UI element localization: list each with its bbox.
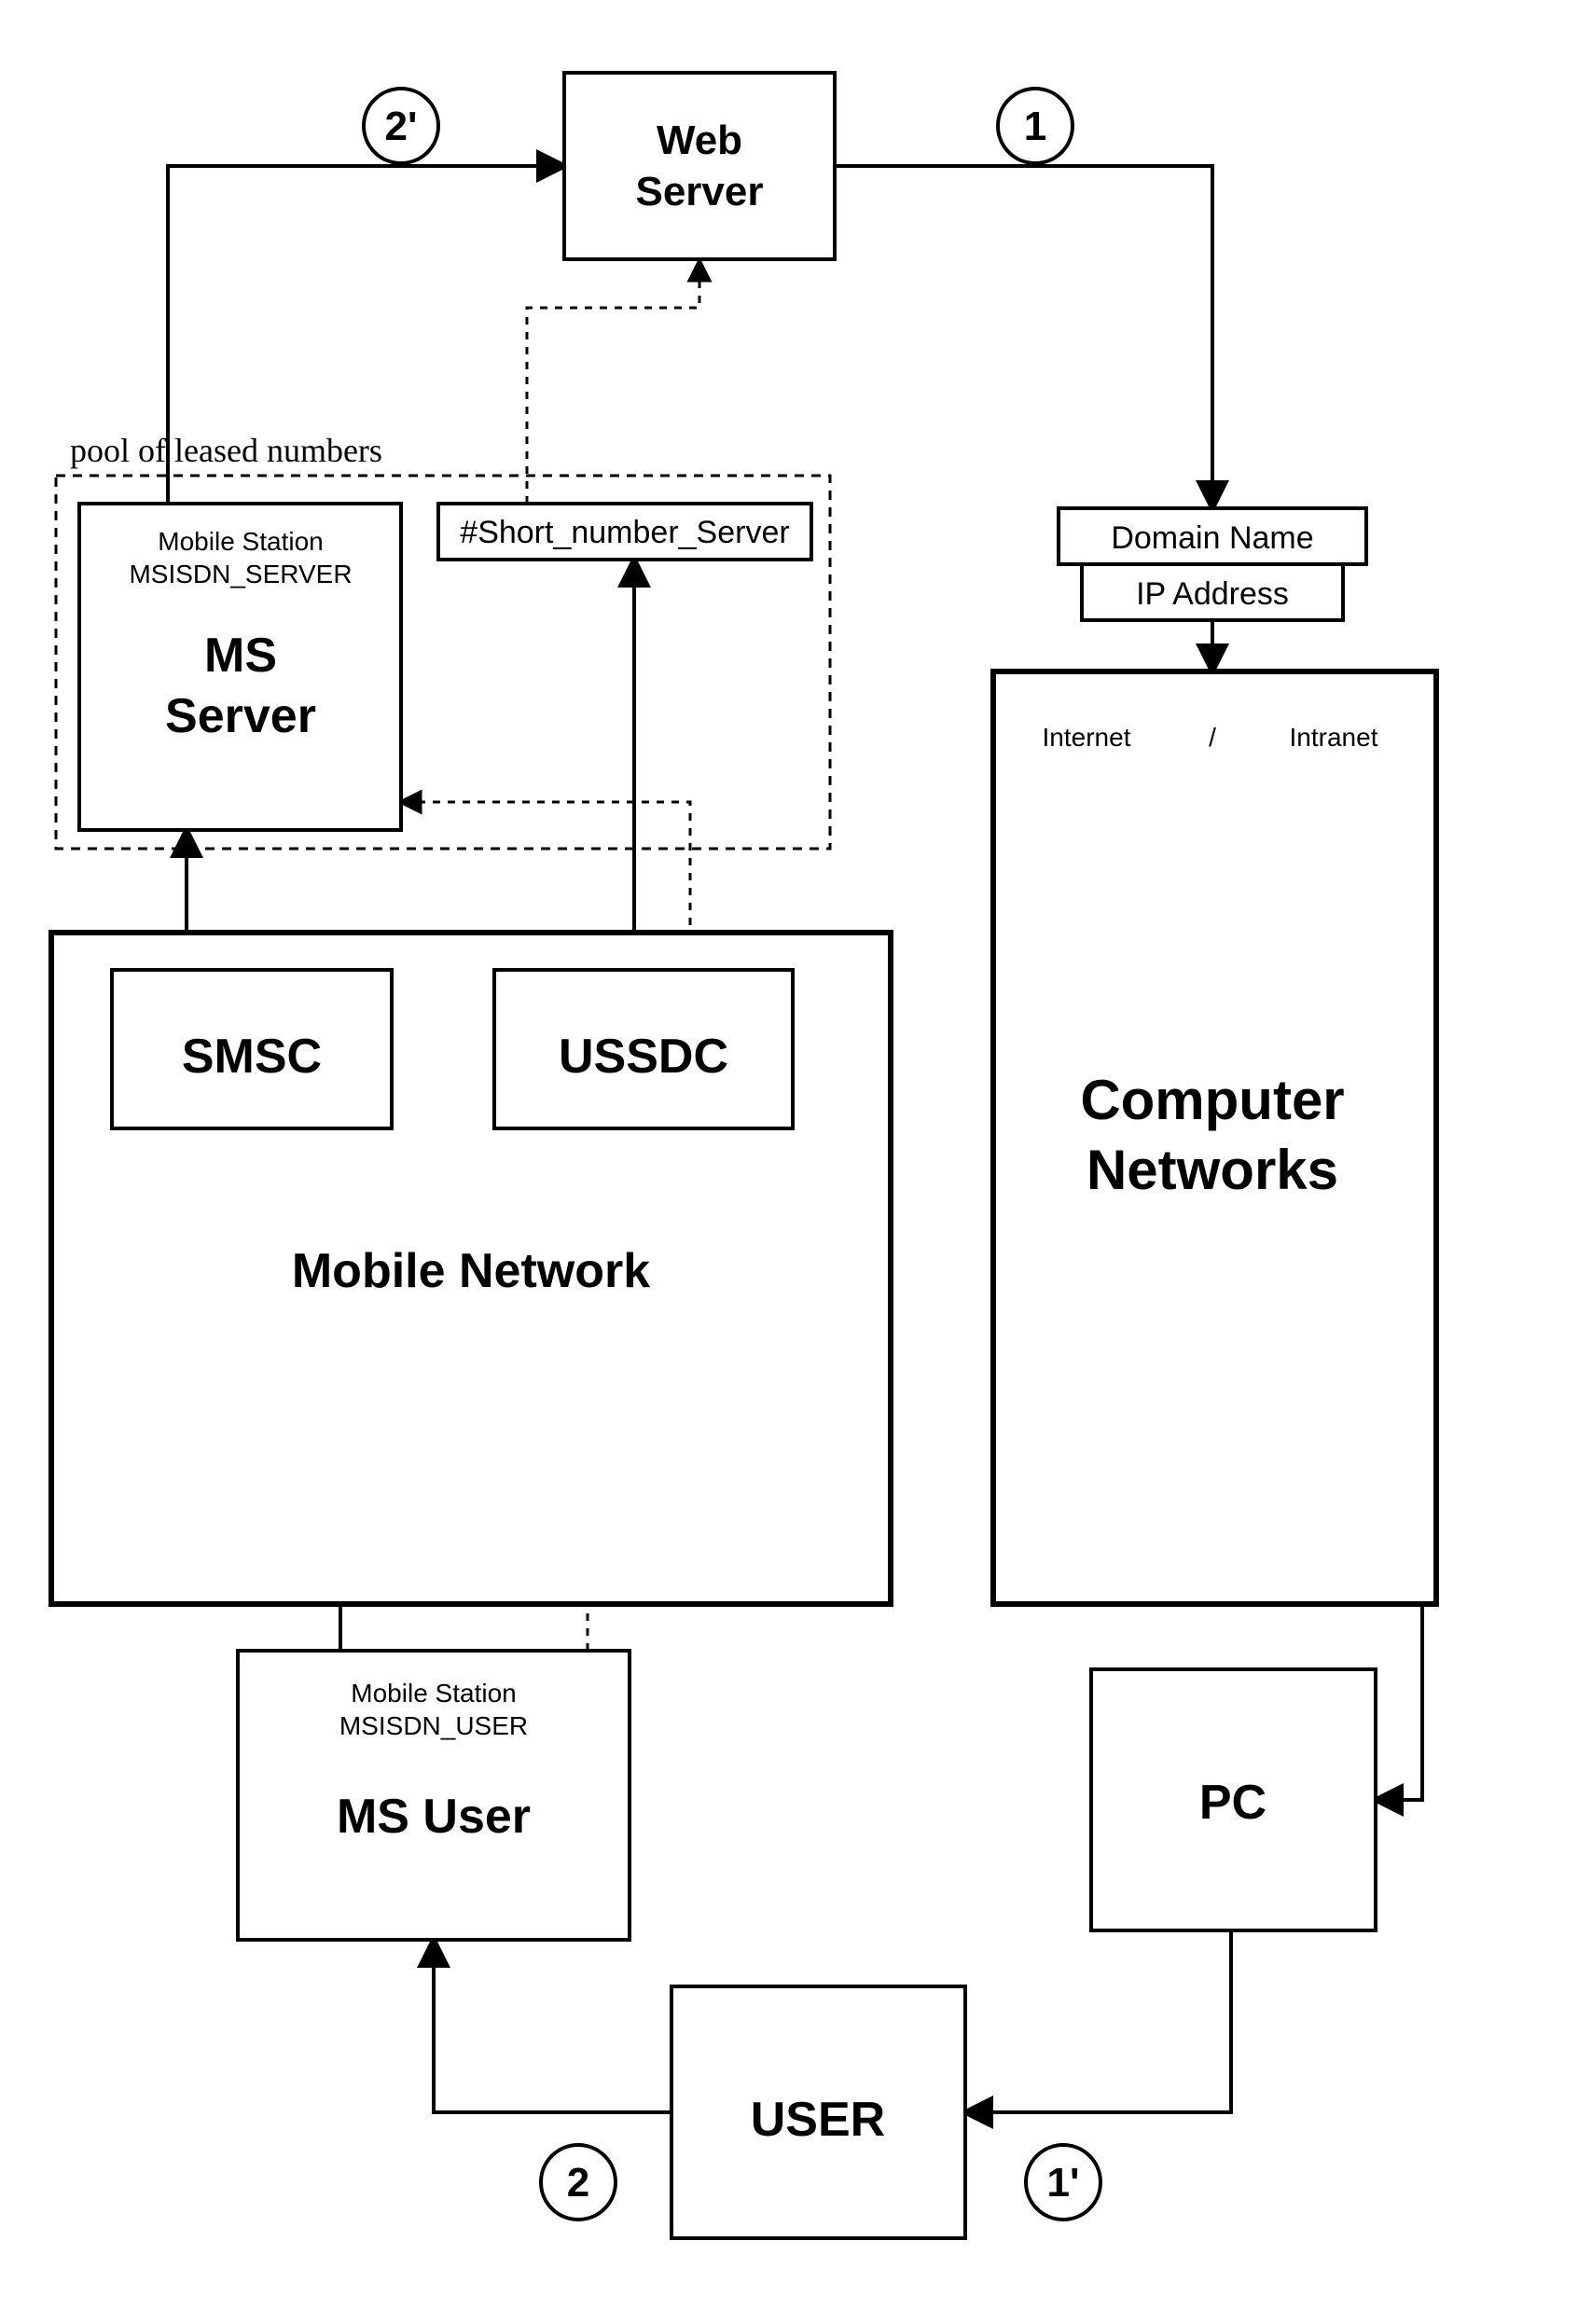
step-2p-label: 2': [385, 104, 418, 149]
pool-label: pool of leased numbers: [70, 432, 382, 469]
ms-user-l1: Mobile Station: [351, 1679, 516, 1708]
ms-server-l2: MSISDN_SERVER: [129, 560, 352, 588]
internet-label: Internet: [1043, 723, 1131, 752]
ip-address-label: IP Address: [1136, 576, 1289, 612]
web-server-l1: Web: [657, 118, 742, 163]
computer-label: Computer: [1080, 1069, 1344, 1131]
diagram-canvas: pool of leased numbers Mobile Network SM…: [0, 0, 1578, 2324]
slash-label: /: [1209, 723, 1216, 752]
edge-web-to-domain: [835, 166, 1212, 508]
ms-user-l2: MSISDN_USER: [339, 1711, 528, 1740]
step-1-label: 1: [1024, 104, 1046, 149]
edge-user-to-msuser: [434, 1940, 671, 2112]
smsc-label: SMSC: [182, 1030, 322, 1084]
ms-server-l1: Mobile Station: [158, 527, 323, 556]
ms-server-l3: MS: [204, 629, 277, 683]
user-label: USER: [751, 2093, 885, 2147]
step-1p-label: 1': [1047, 2160, 1080, 2206]
domain-name-label: Domain Name: [1111, 520, 1313, 556]
short-server-label: #Short_number_Server: [460, 515, 789, 550]
web-server-box: [564, 73, 835, 259]
pc-label: PC: [1199, 1776, 1267, 1830]
step-2-label: 2: [567, 2160, 589, 2206]
ms-user-l3: MS User: [337, 1790, 531, 1844]
networks-label: Networks: [1087, 1139, 1338, 1201]
ussdc-label: USSDC: [559, 1030, 728, 1084]
edge-shortserver-to-web: [527, 261, 699, 504]
edge-pc-to-user: [965, 1930, 1231, 2112]
intranet-label: Intranet: [1290, 723, 1378, 752]
web-server-l2: Server: [635, 169, 763, 214]
mobile-network-label: Mobile Network: [292, 1244, 650, 1298]
ms-server-l4: Server: [165, 689, 316, 743]
edge-compnet-to-pc: [1376, 1604, 1422, 1800]
computer-networks-box: [993, 671, 1436, 1604]
